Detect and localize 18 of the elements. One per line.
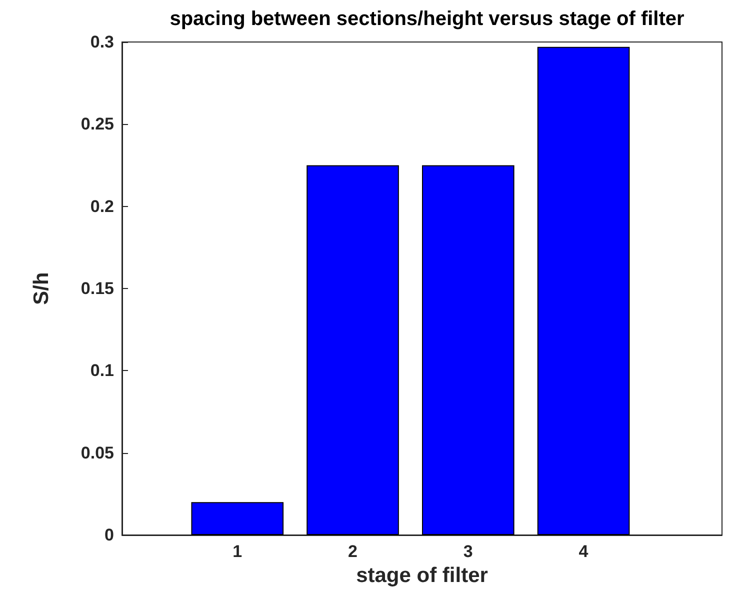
- bar: [422, 165, 514, 535]
- y-tick-label: 0.15: [80, 279, 114, 298]
- bar: [537, 46, 630, 535]
- y-tick-label: 0.3: [90, 32, 114, 52]
- y-tick-label: 0: [104, 526, 114, 544]
- y-axis-title: S/h: [30, 272, 53, 305]
- x-tick-label: 1: [232, 542, 242, 561]
- y-tick-label: 0.1: [90, 361, 114, 380]
- x-tick-label: 2: [348, 542, 358, 561]
- y-tick-label: 0.05: [80, 443, 114, 462]
- y-tick-label: 0.25: [80, 114, 114, 134]
- bar: [306, 165, 399, 535]
- bar: [191, 502, 284, 535]
- chart-title: spacing between sections/height versus stage of filter: [170, 8, 684, 30]
- x-tick-label: 4: [578, 542, 589, 561]
- x-axis-title: stage of filter: [356, 564, 488, 587]
- x-tick-label: 3: [463, 542, 473, 561]
- y-tick-label: 0.2: [90, 196, 114, 216]
